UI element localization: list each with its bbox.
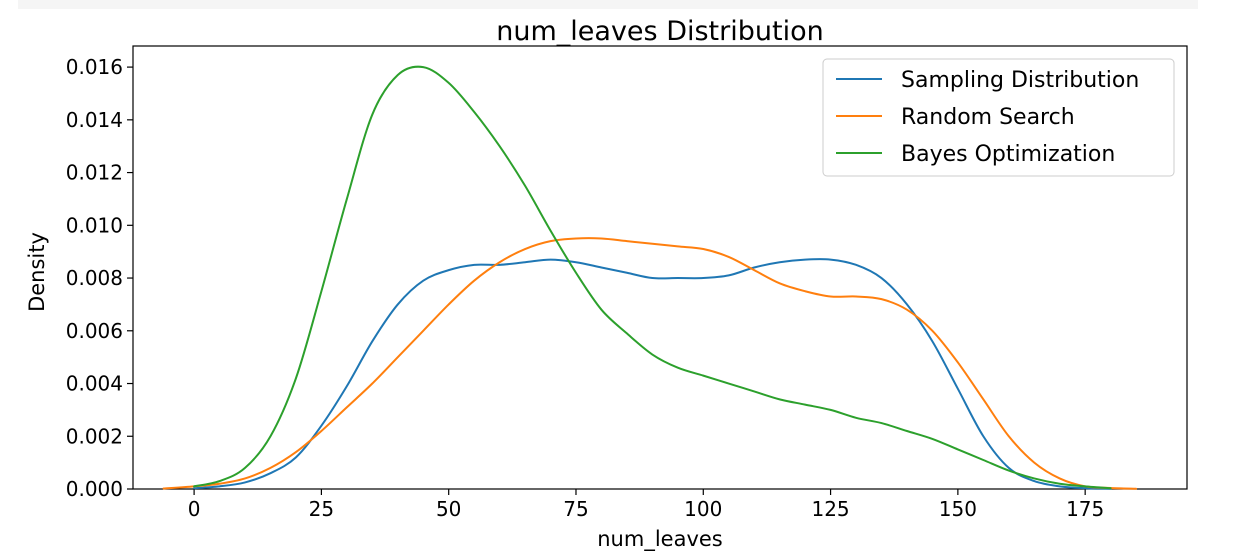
- legend: Sampling Distribution Random Search Baye…: [822, 58, 1175, 177]
- series-layer: [162, 65, 1138, 490]
- y-tick-label: 0.004: [66, 372, 123, 396]
- y-axis-label: Density: [25, 232, 49, 312]
- x-tick-label: 100: [684, 497, 722, 521]
- y-axis: 0.000 0.002 0.004 0.006 0.008 0.010 0.012 0.014…: [66, 55, 133, 501]
- x-tick-label: 50: [436, 497, 461, 521]
- y-tick-label: 0.000: [66, 477, 123, 501]
- x-axis: 0 25 50 75 100 125 150 175: [188, 489, 1104, 521]
- y-tick-label: 0.008: [66, 266, 123, 290]
- y-tick-label: 0.016: [66, 55, 123, 79]
- legend-box: [822, 58, 1175, 177]
- y-tick-label: 0.012: [66, 161, 123, 185]
- y-tick-label: 0.010: [66, 213, 123, 237]
- y-tick-label: 0.006: [66, 319, 123, 343]
- plot-frame: [132, 45, 1188, 490]
- chart-title: num_leaves Distribution: [496, 16, 823, 47]
- series-line-bayes-optimization: [193, 65, 1112, 490]
- legend-label-sampling: Sampling Distribution: [901, 68, 1139, 93]
- x-tick-label: 175: [1066, 497, 1104, 521]
- legend-label-random: Random Search: [901, 105, 1075, 130]
- y-tick-label: 0.002: [66, 424, 123, 448]
- x-tick-label: 75: [563, 497, 588, 521]
- x-tick-label: 25: [309, 497, 334, 521]
- x-axis-label: num_leaves: [597, 527, 723, 552]
- legend-label-bayes: Bayes Optimization: [901, 142, 1115, 167]
- x-tick-label: 150: [939, 497, 977, 521]
- series-line-random-search: [162, 237, 1138, 490]
- series-line-sampling-distribution: [193, 258, 1112, 490]
- x-tick-label: 0: [188, 497, 201, 521]
- top-strip: [18, 0, 1198, 9]
- y-tick-label: 0.014: [66, 108, 123, 132]
- x-tick-label: 125: [811, 497, 849, 521]
